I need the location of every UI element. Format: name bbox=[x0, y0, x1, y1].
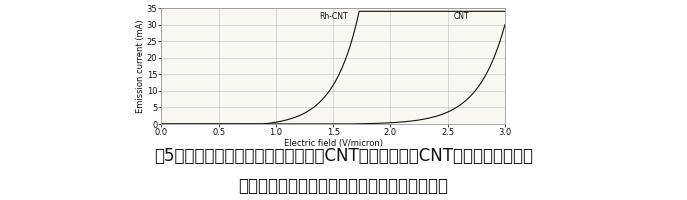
Text: Rh-CNT: Rh-CNT bbox=[319, 12, 348, 21]
Text: CNT: CNT bbox=[453, 12, 469, 21]
X-axis label: Electric field (V/micron): Electric field (V/micron) bbox=[284, 139, 383, 148]
Text: 图5：作为电场函数的发射电流施加于CNT发射器，而且CNT发射器覆盖了铑。: 图5：作为电场函数的发射电流施加于CNT发射器，而且CNT发射器覆盖了铑。 bbox=[154, 147, 533, 165]
Y-axis label: Emission current (mA): Emission current (mA) bbox=[136, 19, 145, 113]
Text: 铑可以降低功函，允许在较低的提取电场下发射: 铑可以降低功函，允许在较低的提取电场下发射 bbox=[238, 177, 449, 195]
